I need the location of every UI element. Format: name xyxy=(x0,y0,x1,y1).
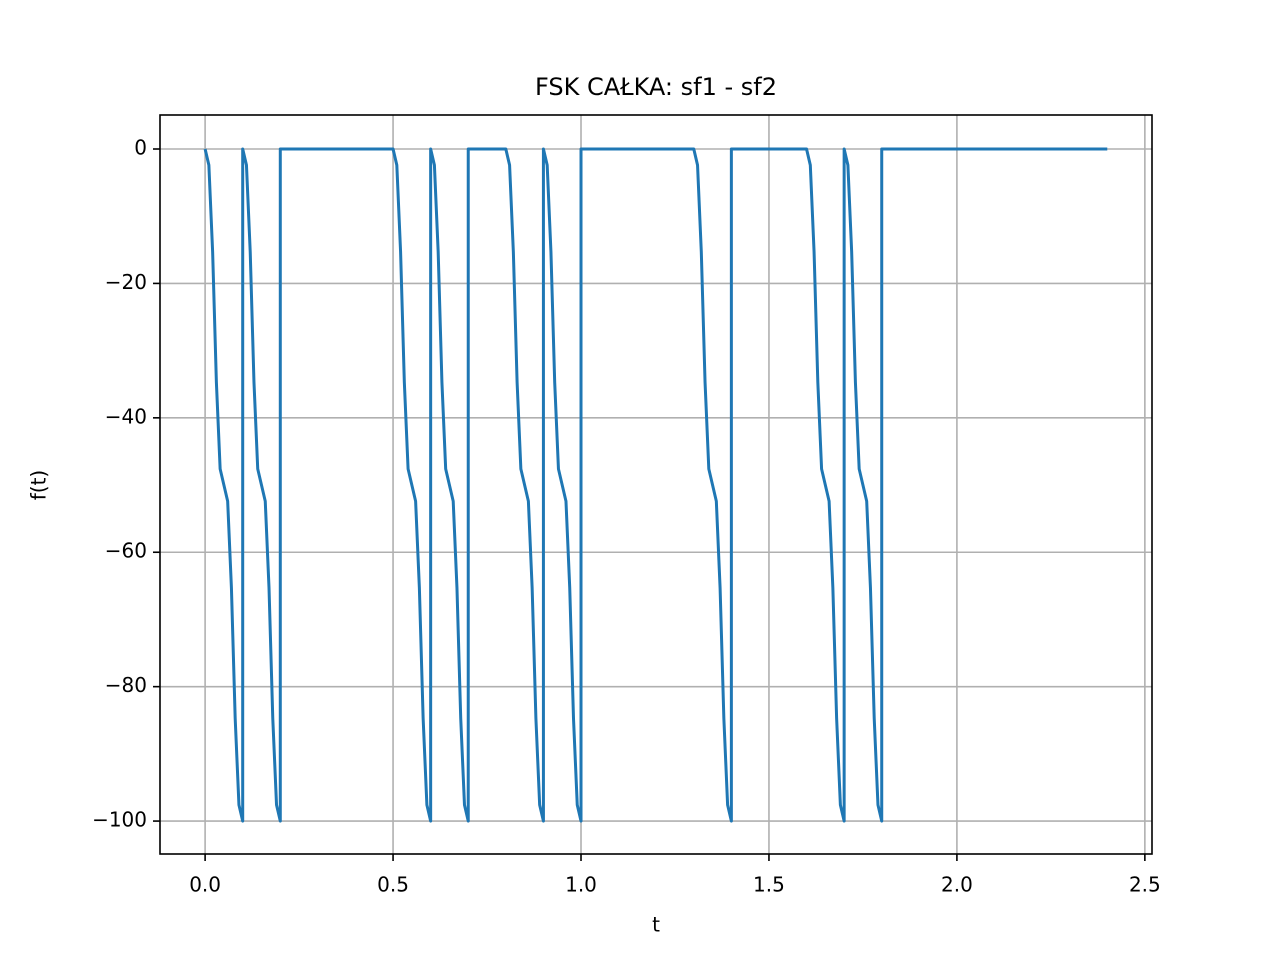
x-tick-label: 0.5 xyxy=(377,873,409,897)
plot xyxy=(203,147,1108,823)
y-tick-label: −40 xyxy=(105,404,147,428)
x-tick-label: 1.5 xyxy=(753,873,785,897)
y-tick-label: −80 xyxy=(105,673,147,697)
x-tick-label: 1.0 xyxy=(565,873,597,897)
y-tick-label: −20 xyxy=(105,270,147,294)
chart-title: FSK CAŁKA: sf1 - sf2 xyxy=(535,73,777,101)
x-tick-label: 2.0 xyxy=(941,873,973,897)
x-axis-label: t xyxy=(652,913,660,937)
y-axis-label: f(t) xyxy=(27,470,51,501)
y-tick-label: 0 xyxy=(134,136,147,160)
data-line xyxy=(203,147,1108,823)
y-tick-label: −100 xyxy=(92,808,147,832)
x-tick-label: 0.0 xyxy=(189,873,221,897)
y-tick-label: −60 xyxy=(105,539,147,563)
axes-frame xyxy=(159,114,1153,855)
x-tick-label: 2.5 xyxy=(1129,873,1161,897)
